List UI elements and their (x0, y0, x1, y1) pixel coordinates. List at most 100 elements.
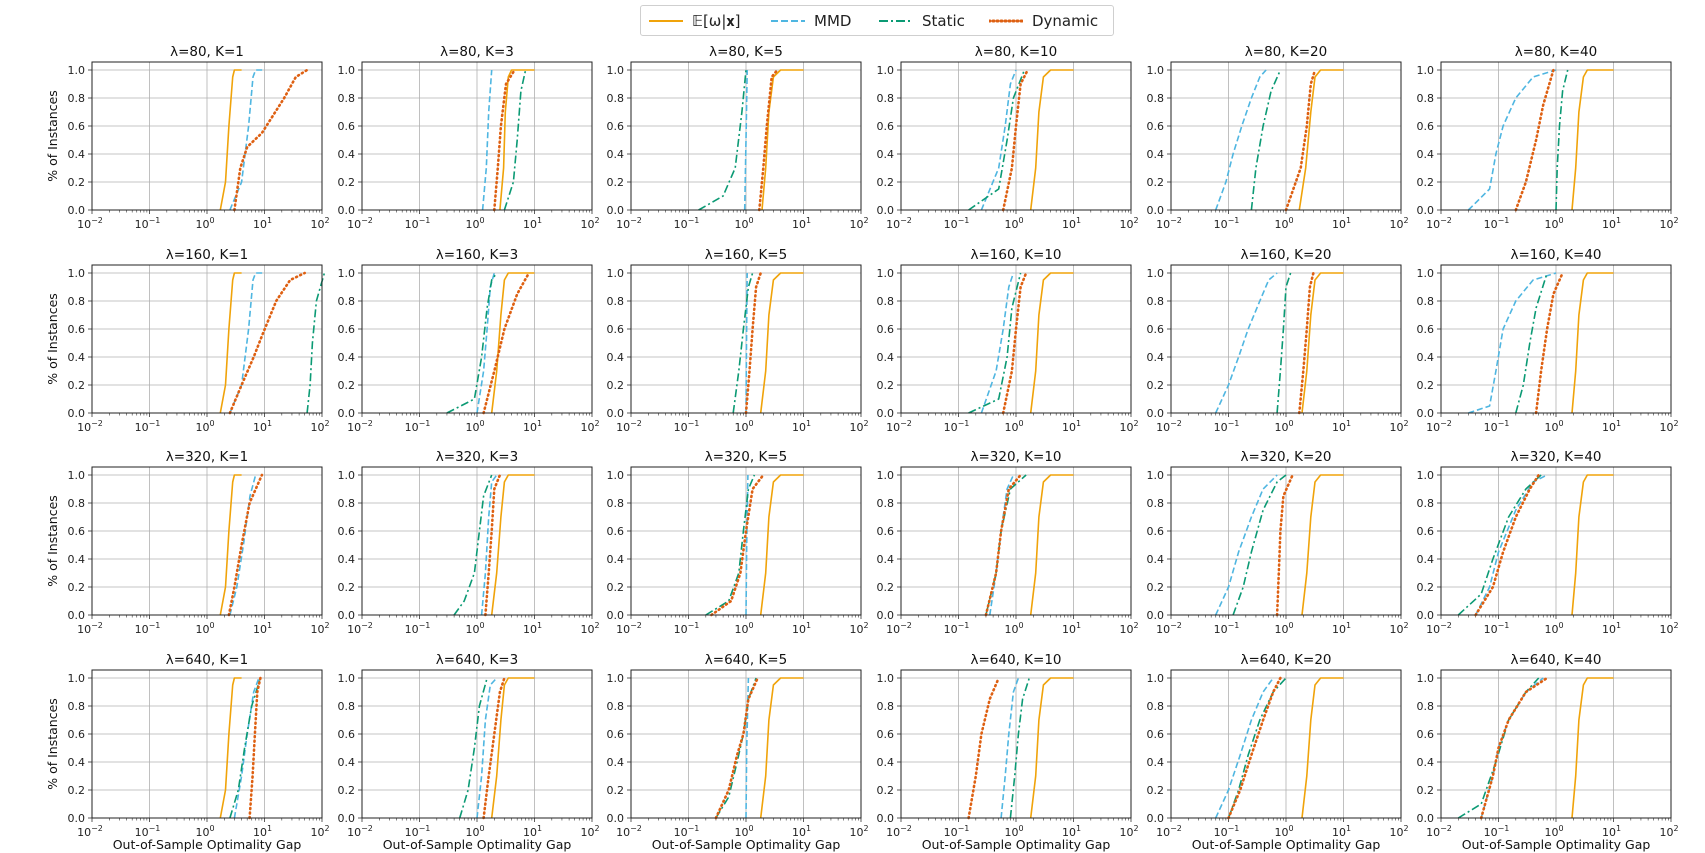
y-axis-label: % of Instances (45, 495, 60, 587)
series-line-expectation (1029, 474, 1074, 616)
x-tick-label: 10−1 (405, 216, 431, 231)
y-tick-label: 1.0 (338, 672, 356, 685)
series-line-mmd (229, 272, 265, 414)
y-tick-label: 0.0 (607, 407, 625, 420)
series-line-dynamic (1479, 676, 1549, 820)
y-tick-label: 1.0 (877, 267, 895, 280)
series-line-dynamic (227, 473, 264, 617)
x-tick-label: 10−1 (135, 419, 161, 434)
subplot-title: λ=320, K=40 (1511, 449, 1602, 465)
series-line-mmd (1214, 272, 1278, 414)
x-tick-label: 102 (1659, 824, 1678, 839)
x-tick-label: 100 (195, 621, 214, 636)
x-tick-label: 100 (1274, 621, 1293, 636)
series-line-expectation (219, 474, 242, 616)
axes-frame (900, 61, 1132, 211)
x-tick-label: 102 (1119, 824, 1138, 839)
series-line-static (1250, 69, 1282, 211)
y-tick-label: 1.0 (607, 469, 625, 482)
y-tick-label: 0.4 (1417, 756, 1435, 769)
x-tick-label: 10−1 (405, 621, 431, 636)
x-tick-label: 101 (1332, 419, 1351, 434)
series-line-dynamic (744, 271, 762, 415)
axes-frame (900, 466, 1132, 616)
series-line-mmd (1467, 69, 1557, 211)
y-tick-label: 0.6 (1147, 323, 1165, 336)
x-tick-label: 10−2 (77, 216, 103, 231)
y-tick-label: 0.6 (607, 728, 625, 741)
series-line-dynamic (1227, 676, 1282, 820)
y-tick-label: 0.4 (338, 553, 356, 566)
x-tick-label: 101 (792, 419, 811, 434)
axes-frame (361, 264, 593, 414)
y-tick-label: 0.4 (68, 148, 86, 161)
legend-swatch-static (879, 19, 913, 22)
x-tick-label: 10−2 (1426, 216, 1452, 231)
subplot-title: λ=160, K=5 (705, 247, 787, 263)
y-tick-label: 0.8 (1417, 497, 1435, 510)
subplot-10: 10−2 10−1 100 101 102 0.0 0.2 0.4 0.6 0.8 1.0 λ=160… (877, 247, 1139, 434)
y-tick-label: 0.0 (1147, 812, 1165, 825)
subplot-6: 10−2 10−1 100 101 102 0.0 0.2 0.4 0.6 0.8 1.0 λ=80,… (1417, 44, 1679, 231)
y-tick-label: 1.0 (1147, 64, 1165, 77)
series-line-expectation (1571, 677, 1614, 819)
series-line-static (705, 474, 756, 616)
series-line-mmd (989, 474, 1015, 616)
x-tick-label: 101 (523, 621, 542, 636)
series-line-dynamic (228, 271, 306, 415)
series-line-static (1276, 272, 1292, 414)
x-tick-label: 10−1 (405, 419, 431, 434)
x-tick-label: 10−2 (616, 216, 642, 231)
y-tick-label: 0.0 (1147, 407, 1165, 420)
x-tick-label: 101 (253, 621, 272, 636)
x-tick-label: 100 (734, 621, 753, 636)
x-axis-label: Out-of-Sample Optimality Gap (652, 837, 841, 852)
x-tick-label: 10−2 (1426, 621, 1452, 636)
y-tick-label: 0.2 (1417, 581, 1435, 594)
y-tick-label: 0.4 (68, 756, 86, 769)
y-tick-label: 0.0 (68, 204, 86, 217)
subplot-title: λ=640, K=10 (971, 652, 1062, 668)
subplot-title: λ=320, K=3 (436, 449, 518, 465)
y-tick-label: 0.0 (877, 204, 895, 217)
subplot-title: λ=640, K=5 (705, 652, 787, 668)
series-line-dynamic (482, 676, 506, 820)
y-tick-label: 1.0 (1147, 672, 1165, 685)
y-tick-label: 0.2 (338, 379, 356, 392)
series-line-expectation (1301, 272, 1344, 414)
y-tick-label: 1.0 (1417, 469, 1435, 482)
y-tick-label: 0.2 (607, 176, 625, 189)
y-tick-label: 0.2 (338, 581, 356, 594)
y-tick-label: 0.2 (68, 784, 86, 797)
legend-item-static: Static (879, 6, 965, 35)
x-tick-label: 102 (1659, 419, 1678, 434)
y-tick-label: 0.6 (338, 525, 356, 538)
y-tick-label: 0.2 (607, 581, 625, 594)
subplot-17: 10−2 10−1 100 101 102 0.0 0.2 0.4 0.6 0.8 1.0 λ=320… (1147, 449, 1409, 636)
y-tick-label: 0.0 (607, 204, 625, 217)
subplot-title: λ=640, K=20 (1241, 652, 1332, 668)
legend-swatch-dynamic (989, 19, 1023, 22)
y-tick-label: 1.0 (1417, 64, 1435, 77)
series-line-dynamic (967, 676, 1000, 820)
x-tick-label: 10−1 (135, 216, 161, 231)
x-tick-label: 102 (1389, 824, 1408, 839)
y-tick-label: 0.2 (68, 379, 86, 392)
subplot-title: λ=640, K=40 (1511, 652, 1602, 668)
x-tick-label: 102 (1119, 621, 1138, 636)
x-tick-label: 10−1 (1214, 419, 1240, 434)
series-line-expectation (1301, 677, 1344, 819)
x-axis-label: Out-of-Sample Optimality Gap (113, 837, 302, 852)
y-tick-label: 0.4 (607, 148, 625, 161)
x-tick-label: 101 (523, 419, 542, 434)
subplot-3: 10−2 10−1 100 101 102 0.0 0.2 0.4 0.6 0.8 1.0 λ=80,… (607, 44, 869, 231)
x-tick-label: 10−1 (1214, 216, 1240, 231)
subplot-title: λ=160, K=20 (1241, 247, 1332, 263)
subplot-title: λ=160, K=10 (971, 247, 1062, 263)
y-tick-label: 0.6 (877, 120, 895, 133)
legend-swatch-expectation (649, 19, 683, 22)
y-tick-label: 0.4 (877, 756, 895, 769)
x-tick-label: 101 (1062, 621, 1081, 636)
series-line-static (1457, 677, 1540, 819)
series-line-mmd (233, 677, 260, 819)
